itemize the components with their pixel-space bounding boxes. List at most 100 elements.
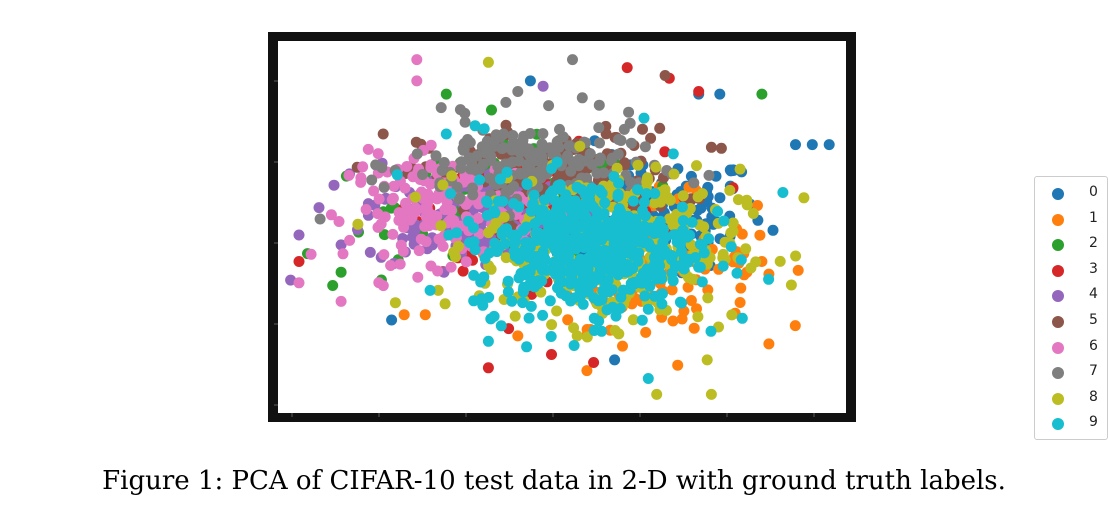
scatter-point-class-7	[366, 174, 378, 186]
scatter-point-class-9	[588, 325, 600, 336]
scatter-point-class-9	[562, 255, 574, 266]
scatter-point-class-9	[718, 215, 730, 227]
scatter-point-class-7	[498, 128, 509, 140]
scatter-point-class-7	[593, 155, 605, 167]
scatter-point-class-6	[411, 54, 423, 66]
scatter-point-class-9	[686, 216, 698, 228]
scatter-point-class-4	[328, 179, 340, 191]
scatter-point-class-9	[582, 241, 594, 253]
scatter-point-class-9	[626, 218, 638, 230]
scatter-point-class-9	[468, 269, 480, 281]
scatter-point-class-7	[551, 136, 563, 148]
scatter-point-class-9	[544, 295, 556, 307]
scatter-point-class-9	[575, 253, 587, 265]
legend-entry-5: 5	[1035, 309, 1107, 335]
scatter-point-class-9	[488, 310, 500, 322]
scatter-point-class-9	[564, 214, 575, 226]
scatter-point-class-7	[417, 169, 428, 180]
scatter-point-class-6	[386, 194, 398, 206]
scatter-point-class-7	[537, 128, 549, 140]
scatter-point-class-9	[725, 241, 737, 253]
scatter-point-class-6	[343, 169, 355, 181]
scatter-point-class-9	[545, 228, 557, 240]
legend-entry-2: 2	[1035, 232, 1107, 258]
scatter-point-class-9	[568, 340, 580, 351]
scatter-point-class-9	[545, 331, 557, 342]
scatter-point-class-9	[651, 227, 663, 239]
scatter-point-class-8	[498, 211, 510, 223]
scatter-point-class-7	[639, 141, 651, 153]
scatter-point-class-9	[657, 237, 669, 248]
scatter-point-class-9	[571, 181, 583, 193]
scatter-point-class-6	[378, 249, 390, 261]
legend-label: 0	[1089, 184, 1098, 200]
scatter-point-class-9	[523, 312, 535, 324]
legend-label: 5	[1089, 311, 1098, 328]
scatter-point-class-9	[520, 221, 532, 233]
scatter-point-class-7	[498, 142, 509, 154]
scatter-point-class-6	[293, 277, 305, 289]
scatter-point-class-6	[445, 261, 457, 273]
scatter-point-class-9	[530, 227, 542, 239]
scatter-point-class-7	[521, 159, 533, 171]
scatter-point-class-5	[600, 128, 612, 140]
legend-marker	[1052, 341, 1064, 354]
scatter-point-class-9	[547, 185, 559, 197]
scatter-point-class-1	[676, 313, 688, 325]
scatter-point-class-9	[677, 215, 689, 227]
scatter-point-class-4	[285, 274, 297, 286]
scatter-point-class-0	[714, 88, 726, 100]
scatter-point-class-7	[591, 167, 603, 179]
scatter-point-class-7	[618, 123, 630, 135]
scatter-point-class-9	[532, 278, 544, 290]
scatter-point-class-9	[521, 341, 533, 353]
scatter-point-class-9	[735, 254, 747, 266]
scatter-point-class-2	[756, 88, 768, 100]
scatter-point-class-6	[394, 258, 406, 270]
scatter-point-class-8	[726, 309, 738, 321]
scatter-point-class-6	[387, 228, 399, 240]
legend-marker	[1052, 315, 1064, 328]
scatter-point-class-7	[468, 163, 480, 175]
scatter-point-class-9	[509, 238, 520, 250]
scatter-point-class-9	[609, 235, 621, 247]
scatter-point-class-8	[750, 256, 762, 268]
scatter-point-class-9	[510, 248, 522, 260]
scatter-point-class-9	[667, 148, 679, 160]
scatter-point-class-9	[676, 201, 688, 213]
scatter-point-class-9	[535, 206, 546, 218]
scatter-point-class-8	[774, 255, 786, 267]
scatter-point-class-6	[335, 295, 347, 307]
legend-entry-3: 3	[1035, 258, 1107, 284]
scatter-point-class-7	[594, 137, 605, 149]
scatter-point-class-8	[651, 388, 663, 400]
legend-label: 3	[1089, 260, 1098, 277]
scatter-point-class-1	[754, 229, 766, 241]
scatter-point-class-8	[389, 297, 401, 309]
scatter-point-class-6	[413, 245, 425, 257]
legend-label: 1	[1089, 209, 1098, 226]
scatter-point-class-6	[325, 209, 337, 221]
scatter-point-class-7	[454, 104, 466, 116]
scatter-point-class-8	[790, 250, 802, 262]
scatter-point-class-9	[599, 197, 611, 209]
scatter-point-class-9	[642, 373, 654, 384]
scatter-point-class-8	[352, 218, 364, 230]
scatter-point-class-7	[455, 162, 467, 174]
scatter-point-class-3	[621, 62, 633, 74]
scatter-point-class-4	[313, 202, 325, 214]
scatter-point-class-7	[612, 148, 624, 160]
scatter-point-class-6	[406, 211, 418, 223]
scatter-point-class-8	[632, 159, 644, 171]
scatter-point-class-9	[494, 173, 506, 185]
scatter-point-class-9	[587, 272, 599, 284]
scatter-point-class-8	[409, 191, 421, 203]
scatter-point-class-8	[725, 227, 737, 239]
scatter-point-class-9	[544, 237, 556, 249]
scatter-point-class-7	[703, 169, 715, 181]
scatter-point-class-6	[388, 180, 400, 192]
scatter-point-class-9	[537, 309, 549, 321]
legend-marker	[1052, 367, 1064, 380]
scatter-point-class-9	[606, 266, 618, 278]
scatter-point-class-7	[503, 158, 515, 170]
